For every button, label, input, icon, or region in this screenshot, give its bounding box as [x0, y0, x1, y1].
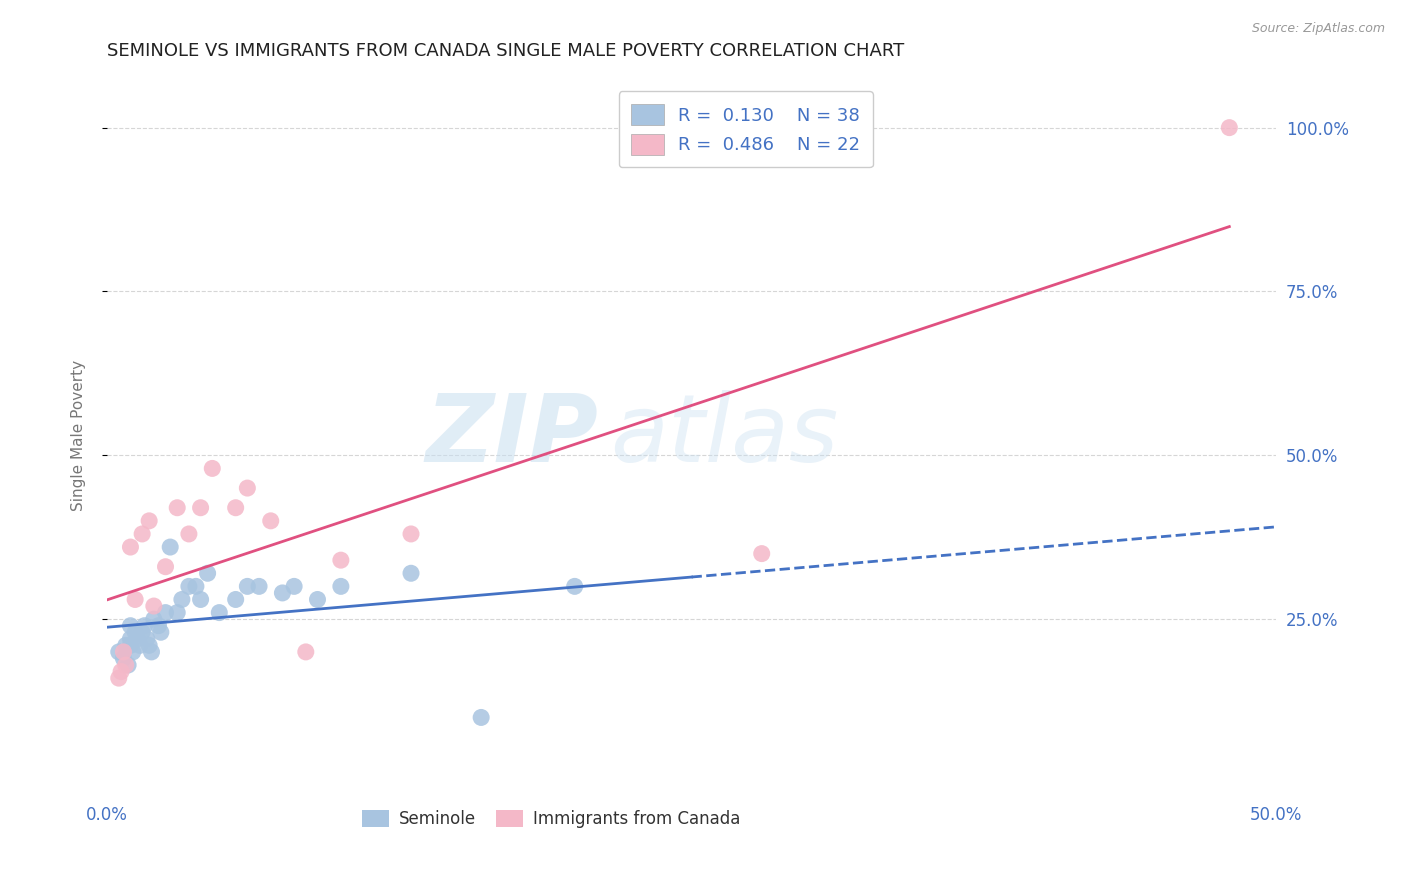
Point: [225, 592, 247, 607]
Point: [184, 579, 207, 593]
Point: [271, 586, 294, 600]
Point: [170, 592, 193, 607]
Point: [564, 579, 586, 593]
Point: [166, 606, 188, 620]
Point: [121, 645, 143, 659]
Point: [117, 658, 139, 673]
Point: [329, 579, 352, 593]
Point: [107, 645, 129, 659]
Point: [208, 606, 231, 620]
Point: [155, 606, 177, 620]
Text: Source: ZipAtlas.com: Source: ZipAtlas.com: [1251, 22, 1385, 36]
Point: [141, 645, 163, 659]
Point: [112, 651, 135, 665]
Legend: Seminole, Immigrants from Canada: Seminole, Immigrants from Canada: [356, 803, 747, 835]
Point: [112, 645, 135, 659]
Point: [149, 625, 172, 640]
Point: [138, 514, 160, 528]
Point: [114, 638, 136, 652]
Point: [307, 592, 329, 607]
Point: [114, 658, 136, 673]
Point: [295, 645, 318, 659]
Y-axis label: Single Male Poverty: Single Male Poverty: [72, 360, 86, 511]
Point: [124, 625, 146, 640]
Point: [120, 618, 142, 632]
Point: [1218, 120, 1240, 135]
Point: [131, 527, 153, 541]
Point: [399, 527, 422, 541]
Point: [236, 481, 259, 495]
Point: [159, 540, 181, 554]
Point: [470, 710, 492, 724]
Point: [190, 592, 212, 607]
Text: ZIP: ZIP: [425, 390, 598, 482]
Point: [197, 566, 219, 581]
Point: [260, 514, 283, 528]
Point: [138, 638, 160, 652]
Text: atlas: atlas: [610, 390, 838, 481]
Point: [283, 579, 305, 593]
Point: [236, 579, 259, 593]
Point: [124, 592, 146, 607]
Point: [135, 632, 157, 646]
Point: [751, 547, 773, 561]
Point: [120, 632, 142, 646]
Point: [247, 579, 270, 593]
Point: [166, 500, 188, 515]
Point: [142, 612, 165, 626]
Point: [127, 632, 149, 646]
Point: [142, 599, 165, 613]
Point: [148, 618, 170, 632]
Point: [177, 527, 200, 541]
Point: [329, 553, 352, 567]
Point: [134, 618, 156, 632]
Point: [155, 559, 177, 574]
Point: [190, 500, 212, 515]
Point: [131, 625, 153, 640]
Point: [225, 500, 247, 515]
Text: SEMINOLE VS IMMIGRANTS FROM CANADA SINGLE MALE POVERTY CORRELATION CHART: SEMINOLE VS IMMIGRANTS FROM CANADA SINGL…: [107, 42, 904, 60]
Point: [177, 579, 200, 593]
Point: [399, 566, 422, 581]
Point: [128, 638, 150, 652]
Point: [201, 461, 224, 475]
Point: [110, 665, 132, 679]
Point: [107, 671, 129, 685]
Point: [120, 638, 142, 652]
Point: [120, 540, 142, 554]
